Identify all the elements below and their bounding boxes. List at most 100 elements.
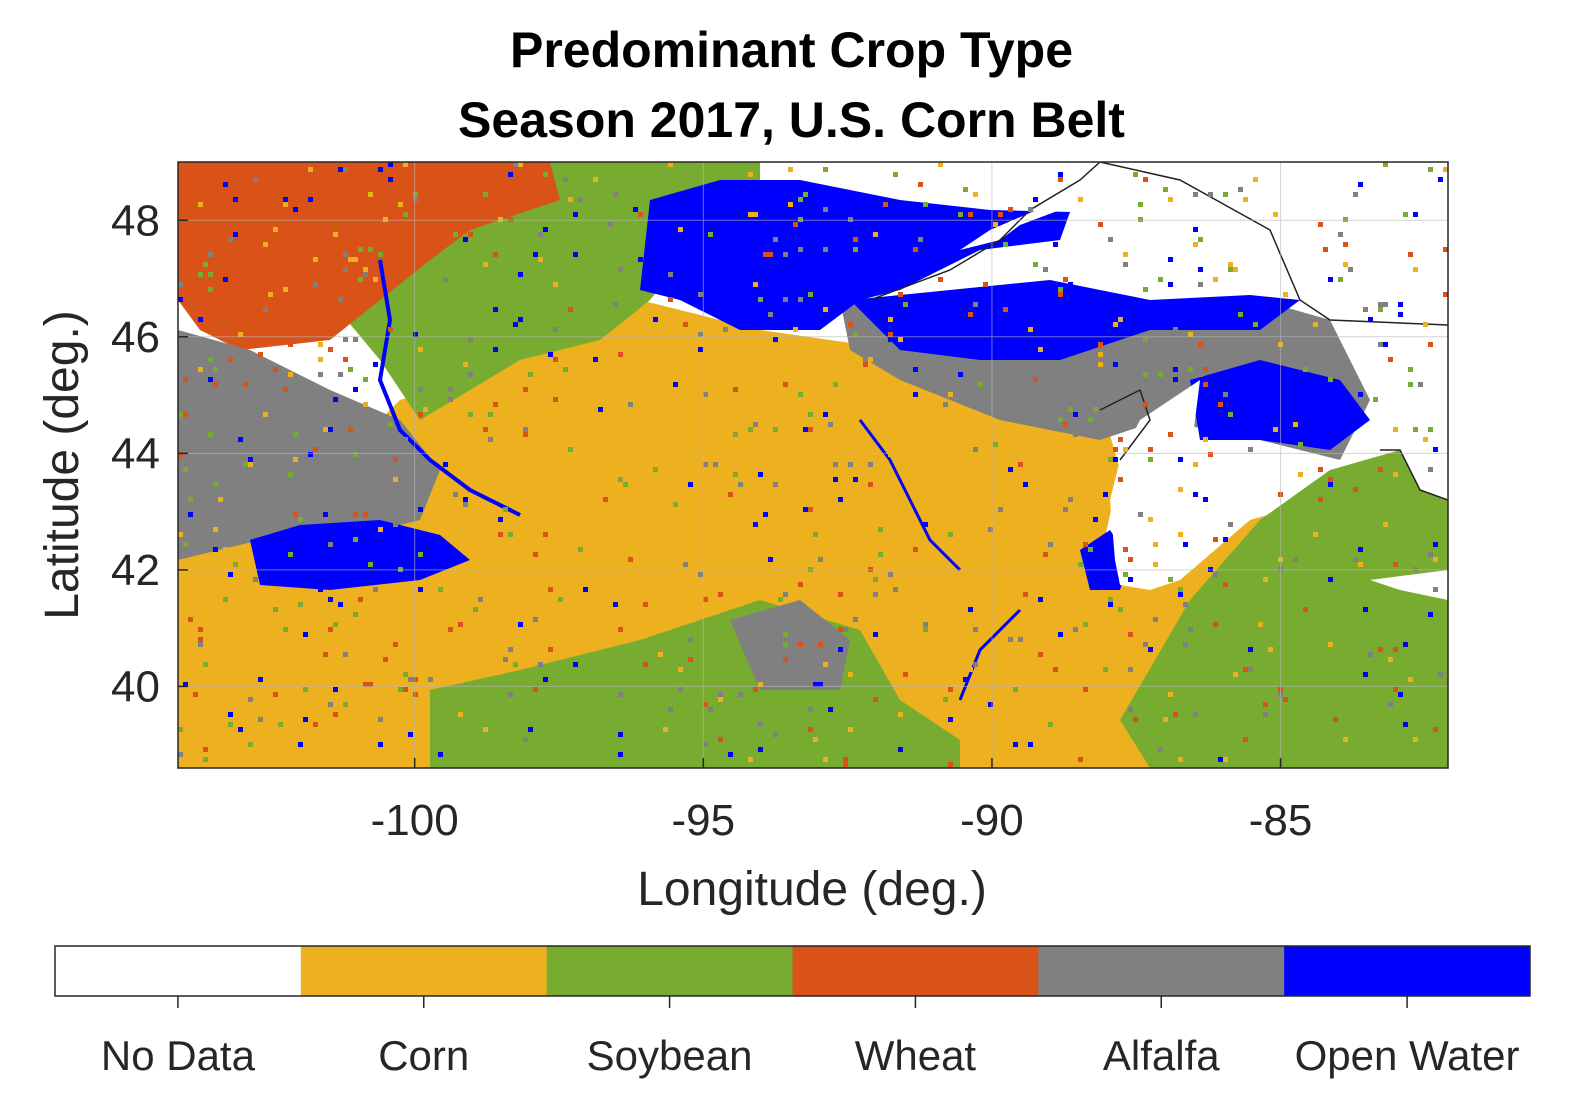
river-mississippi (858, 419, 962, 572)
map-pixel (513, 162, 518, 167)
lake-michigan (1110, 380, 1200, 590)
map-pixel (483, 192, 488, 197)
map-pixel (1168, 577, 1173, 582)
map-pixel (1178, 592, 1183, 597)
map-pixel (273, 692, 278, 697)
map-pixel (1298, 472, 1303, 477)
map-pixel (763, 252, 768, 257)
map-pixel (548, 647, 553, 652)
map-pixel (363, 377, 368, 382)
map-pixel (1328, 522, 1333, 527)
map-pixel (1223, 392, 1228, 397)
map-pixel (283, 387, 288, 392)
map-pixel (808, 427, 813, 432)
map-pixel (1343, 242, 1348, 247)
map-pixel (983, 282, 988, 287)
map-pixel (668, 707, 673, 712)
map-pixel (1193, 192, 1198, 197)
map-pixel (1223, 192, 1228, 197)
map-pixel (328, 542, 333, 547)
map-pixel (568, 197, 573, 202)
map-pixel (1233, 267, 1238, 272)
map-pixel (1073, 432, 1078, 437)
map-pixel (348, 367, 353, 372)
map-pixel (1198, 282, 1203, 287)
map-pixel (353, 337, 358, 342)
map-pixel (283, 287, 288, 292)
map-pixel (903, 302, 908, 307)
map-pixel (888, 317, 893, 322)
map-pixel (543, 227, 548, 232)
map-pixel (868, 482, 873, 487)
map-pixel (1243, 737, 1248, 742)
map-pixel (443, 462, 448, 467)
map-pixel (883, 202, 888, 207)
map-pixel (718, 692, 723, 697)
map-pixel (1293, 422, 1298, 427)
map-pixel (1183, 642, 1188, 647)
map-pixel (328, 312, 333, 317)
map-pixel (1248, 667, 1253, 672)
map-pixel (318, 342, 323, 347)
map-pixel (748, 757, 753, 762)
map-pixel (1428, 467, 1433, 472)
map-pixel (483, 427, 488, 432)
map-pixel (618, 267, 623, 272)
map-pixel (353, 512, 358, 517)
map-pixel (1408, 367, 1413, 372)
map-pixel (838, 512, 843, 517)
map-pixel (753, 282, 758, 287)
map-pixel (923, 622, 928, 627)
y-axis-label: Latitude (deg.) (36, 310, 89, 620)
map-pixel (973, 302, 978, 307)
map-pixel (368, 162, 373, 167)
map-pixel (1328, 642, 1333, 647)
map-pixel (1433, 727, 1438, 732)
map-pixel (653, 317, 658, 322)
map-pixel (493, 402, 498, 407)
map-pixel (358, 597, 363, 602)
map-pixel (198, 272, 203, 277)
map-pixel (253, 577, 258, 582)
map-pixel (923, 367, 928, 372)
map-pixel (348, 257, 353, 262)
map-pixel (508, 692, 513, 697)
map-pixel (853, 247, 858, 252)
map-pixel (493, 347, 498, 352)
map-pixel (1083, 622, 1088, 627)
map-pixel (208, 357, 213, 362)
map-pixel (358, 627, 363, 632)
map-pixel (373, 277, 378, 282)
map-pixel (1098, 222, 1103, 227)
map-pixel (613, 192, 618, 197)
map-pixel (568, 532, 573, 537)
map-pixel (1218, 402, 1223, 407)
map-pixel (1013, 457, 1018, 462)
map-pixel (418, 552, 423, 557)
map-pixel (543, 172, 548, 177)
map-pixel (278, 172, 283, 177)
map-pixel (273, 367, 278, 372)
map-pixel (968, 607, 973, 612)
map-pixel (413, 192, 418, 197)
map-pixel (1378, 467, 1383, 472)
map-pixel (1283, 292, 1288, 297)
map-pixel (468, 172, 473, 177)
map-pixel (1188, 332, 1193, 337)
map-pixel (388, 327, 393, 332)
map-pixel (1388, 357, 1393, 362)
map-pixel (738, 212, 743, 217)
map-pixel (618, 692, 623, 697)
map-pixel (1393, 562, 1398, 567)
map-pixel (368, 192, 373, 197)
map-pixel (338, 167, 343, 172)
map-pixel (263, 242, 268, 247)
map-pixel (708, 707, 713, 712)
map-pixel (1263, 577, 1268, 582)
map-pixel (1093, 517, 1098, 522)
map-pixel (758, 532, 763, 537)
map-pixel (1048, 517, 1053, 522)
map-pixel (563, 367, 568, 372)
map-pixel (193, 637, 198, 642)
map-pixel (223, 277, 228, 282)
